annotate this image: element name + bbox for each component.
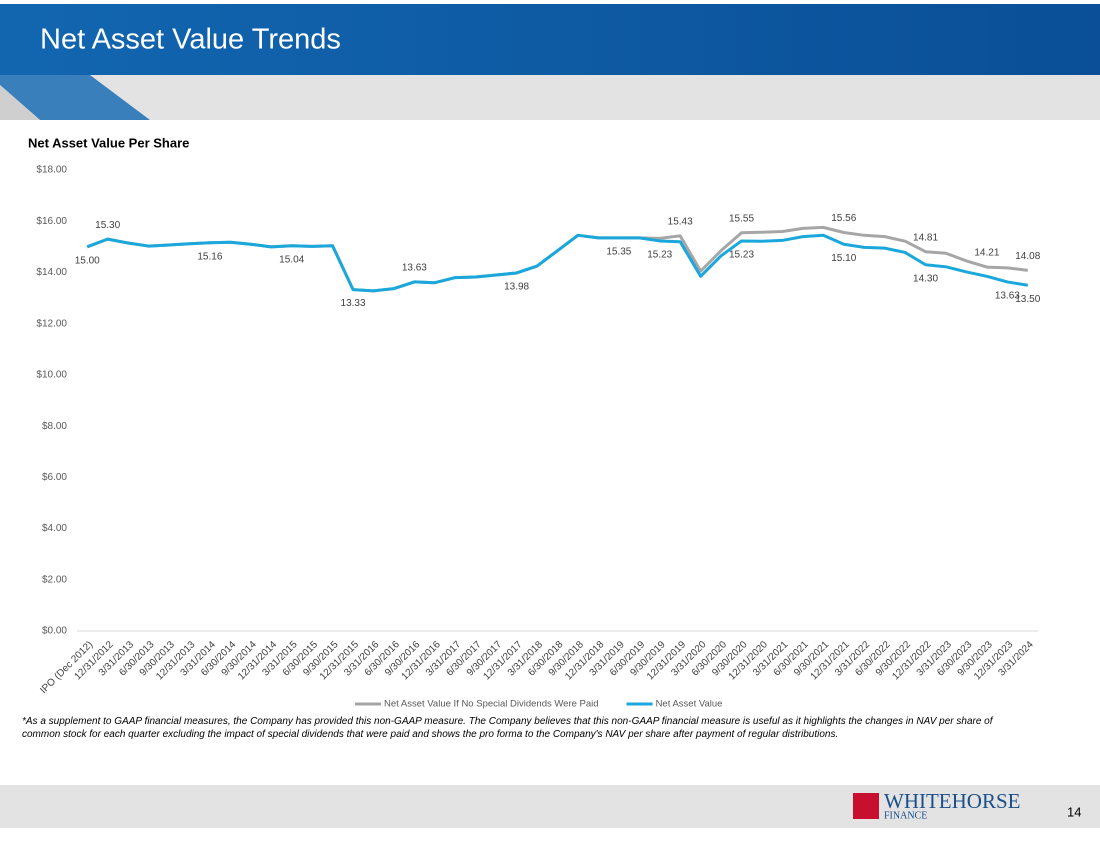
y-tick-label: $0.00 bbox=[42, 626, 67, 637]
footer-band bbox=[0, 785, 1100, 828]
data-label: 14.81 bbox=[913, 232, 938, 243]
y-tick-label: $6.00 bbox=[42, 472, 67, 483]
data-label: 14.30 bbox=[913, 273, 938, 284]
page-number: 14 bbox=[1067, 804, 1081, 819]
footnote: *As a supplement to GAAP financial measu… bbox=[22, 716, 993, 740]
data-label: 15.43 bbox=[668, 216, 693, 227]
data-label: 13.33 bbox=[341, 298, 366, 309]
y-tick-label: $10.00 bbox=[36, 370, 67, 381]
y-tick-label: $4.00 bbox=[42, 523, 67, 534]
data-label: 15.23 bbox=[729, 250, 754, 261]
y-tick-label: $12.00 bbox=[36, 318, 67, 329]
slide-title: Net Asset Value Trends bbox=[40, 24, 341, 56]
logo-name: WHITEHORSE bbox=[884, 789, 1020, 813]
logo-sub: FINANCE bbox=[884, 810, 927, 821]
data-label: 13.50 bbox=[1015, 294, 1040, 305]
logo-icon bbox=[853, 793, 879, 819]
legend-label: Net Asset Value If No Special Dividends … bbox=[384, 699, 599, 710]
data-label: 15.16 bbox=[197, 251, 222, 262]
y-tick-label: $14.00 bbox=[36, 267, 67, 278]
data-label: 15.04 bbox=[279, 254, 304, 265]
series-line bbox=[86, 225, 1028, 293]
data-label: 14.08 bbox=[1015, 251, 1040, 262]
header-bar bbox=[0, 4, 1100, 75]
data-label: 13.63 bbox=[995, 291, 1020, 302]
data-label: 15.10 bbox=[831, 253, 856, 264]
header-shape bbox=[0, 75, 150, 120]
data-label: 15.30 bbox=[95, 220, 120, 231]
data-label: 15.00 bbox=[75, 255, 100, 266]
y-tick-label: $18.00 bbox=[36, 165, 67, 176]
chart-title: Net Asset Value Per Share bbox=[28, 135, 189, 150]
header-band bbox=[0, 75, 1100, 120]
data-label: 15.23 bbox=[647, 250, 672, 261]
y-tick-label: $8.00 bbox=[42, 421, 67, 432]
data-label: 15.55 bbox=[729, 213, 754, 224]
data-label: 14.21 bbox=[974, 248, 999, 259]
legend-label: Net Asset Value bbox=[656, 699, 723, 710]
data-label: 15.35 bbox=[606, 247, 631, 258]
data-label: 13.98 bbox=[504, 282, 529, 293]
series-line bbox=[86, 233, 1029, 293]
data-label: 13.63 bbox=[402, 263, 427, 274]
y-tick-label: $16.00 bbox=[36, 216, 67, 227]
header-shape bbox=[0, 85, 40, 120]
y-tick-label: $2.00 bbox=[42, 574, 67, 585]
data-label: 15.56 bbox=[831, 213, 856, 224]
